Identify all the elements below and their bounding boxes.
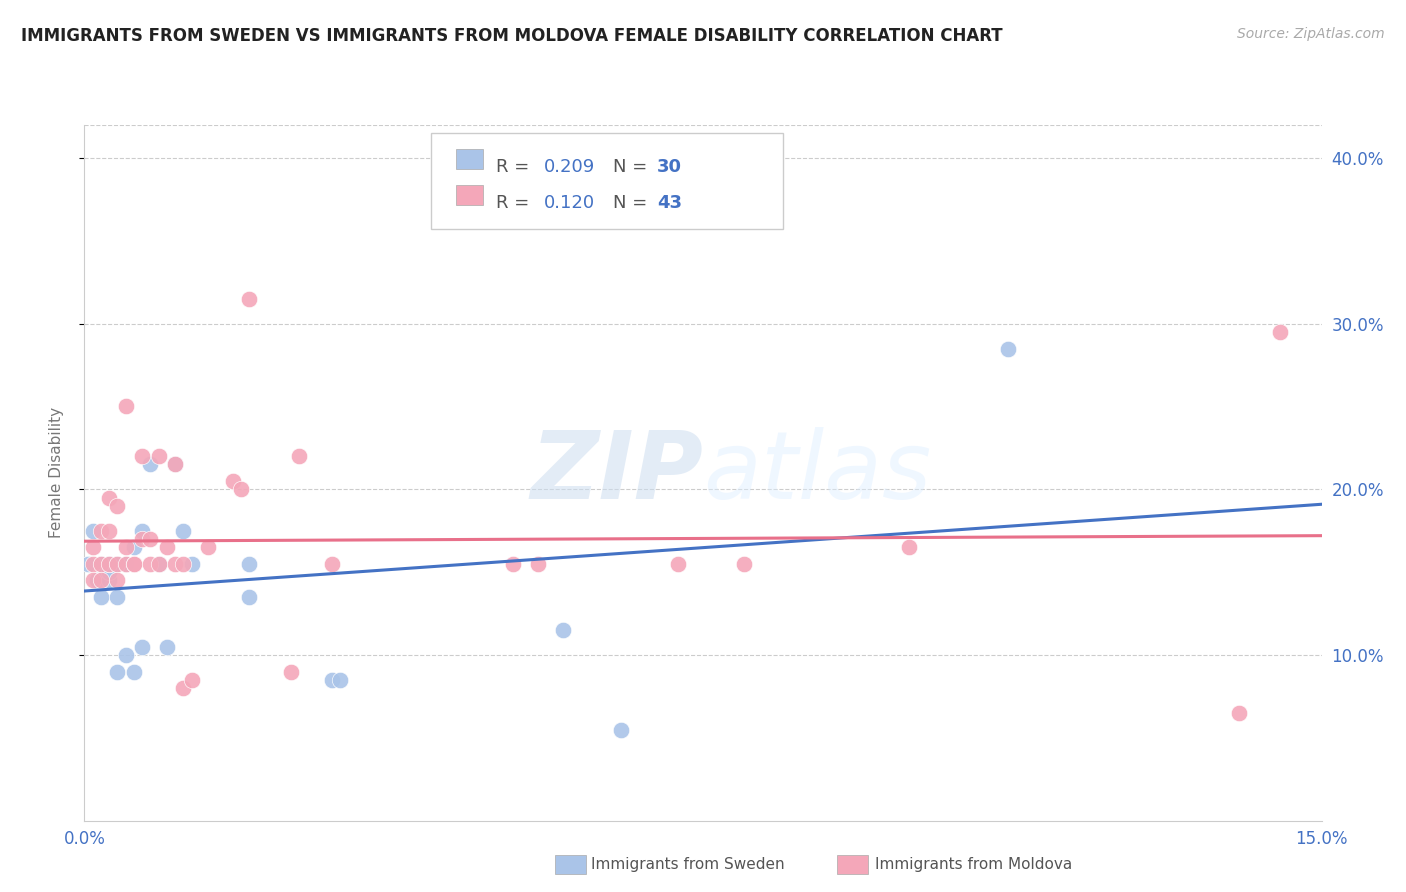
Point: [139, 557, 162, 571]
Point: [114, 557, 136, 571]
Point: [114, 400, 136, 414]
Point: [280, 665, 302, 679]
Point: [105, 665, 128, 679]
Point: [90, 557, 112, 571]
Point: [139, 458, 162, 472]
Point: [180, 557, 202, 571]
Point: [122, 557, 145, 571]
Point: [122, 665, 145, 679]
Text: Immigrants from Sweden: Immigrants from Sweden: [591, 857, 785, 871]
Point: [131, 640, 153, 654]
Text: 0.120: 0.120: [543, 194, 595, 211]
Point: [165, 458, 187, 472]
Point: [165, 458, 187, 472]
Point: [609, 723, 631, 737]
Point: [105, 499, 128, 513]
Point: [114, 557, 136, 571]
Text: Immigrants from Moldova: Immigrants from Moldova: [875, 857, 1071, 871]
Point: [238, 557, 260, 571]
Text: atlas: atlas: [703, 427, 931, 518]
FancyBboxPatch shape: [430, 133, 783, 229]
Text: 0.209: 0.209: [543, 158, 595, 176]
Point: [98, 524, 121, 538]
Point: [172, 524, 194, 538]
Point: [222, 474, 245, 488]
Point: [666, 557, 689, 571]
FancyBboxPatch shape: [456, 185, 482, 205]
Point: [238, 590, 260, 604]
Point: [105, 590, 128, 604]
Point: [105, 557, 128, 571]
Text: R =: R =: [496, 194, 536, 211]
Point: [172, 557, 194, 571]
Point: [114, 541, 136, 555]
Text: ZIP: ZIP: [530, 426, 703, 519]
Point: [502, 557, 524, 571]
Point: [131, 532, 153, 546]
Point: [90, 574, 112, 588]
Point: [90, 557, 112, 571]
Point: [90, 524, 112, 538]
Text: N =: N =: [613, 158, 652, 176]
Text: N =: N =: [613, 194, 652, 211]
Point: [82, 524, 104, 538]
Point: [180, 673, 202, 687]
Point: [131, 449, 153, 463]
Point: [229, 483, 252, 497]
Point: [105, 574, 128, 588]
Point: [122, 541, 145, 555]
Point: [98, 557, 121, 571]
Point: [1227, 706, 1250, 720]
Text: Source: ZipAtlas.com: Source: ZipAtlas.com: [1237, 27, 1385, 41]
Point: [148, 449, 170, 463]
Point: [148, 557, 170, 571]
Point: [82, 574, 104, 588]
Point: [131, 524, 153, 538]
Point: [527, 557, 550, 571]
Point: [77, 557, 100, 571]
Text: R =: R =: [496, 158, 536, 176]
Text: IMMIGRANTS FROM SWEDEN VS IMMIGRANTS FROM MOLDOVA FEMALE DISABILITY CORRELATION : IMMIGRANTS FROM SWEDEN VS IMMIGRANTS FRO…: [21, 27, 1002, 45]
Point: [86, 574, 108, 588]
Point: [105, 557, 128, 571]
Point: [98, 565, 121, 579]
FancyBboxPatch shape: [456, 149, 482, 169]
Point: [165, 557, 187, 571]
Point: [148, 557, 170, 571]
Text: 43: 43: [657, 194, 682, 211]
Point: [733, 557, 755, 571]
Y-axis label: Female Disability: Female Disability: [49, 407, 63, 539]
Point: [156, 640, 179, 654]
Point: [82, 541, 104, 555]
Point: [156, 541, 179, 555]
Point: [172, 681, 194, 695]
Point: [321, 557, 343, 571]
Point: [321, 673, 343, 687]
Point: [98, 574, 121, 588]
Point: [997, 342, 1019, 356]
Point: [329, 673, 352, 687]
Point: [82, 557, 104, 571]
Point: [98, 557, 121, 571]
Text: 30: 30: [657, 158, 682, 176]
Point: [122, 557, 145, 571]
Point: [197, 541, 219, 555]
Point: [114, 648, 136, 662]
Point: [238, 292, 260, 306]
Point: [551, 623, 574, 637]
Point: [139, 532, 162, 546]
Point: [288, 449, 311, 463]
Point: [98, 491, 121, 505]
Point: [1270, 325, 1292, 339]
Point: [898, 541, 921, 555]
Point: [90, 590, 112, 604]
